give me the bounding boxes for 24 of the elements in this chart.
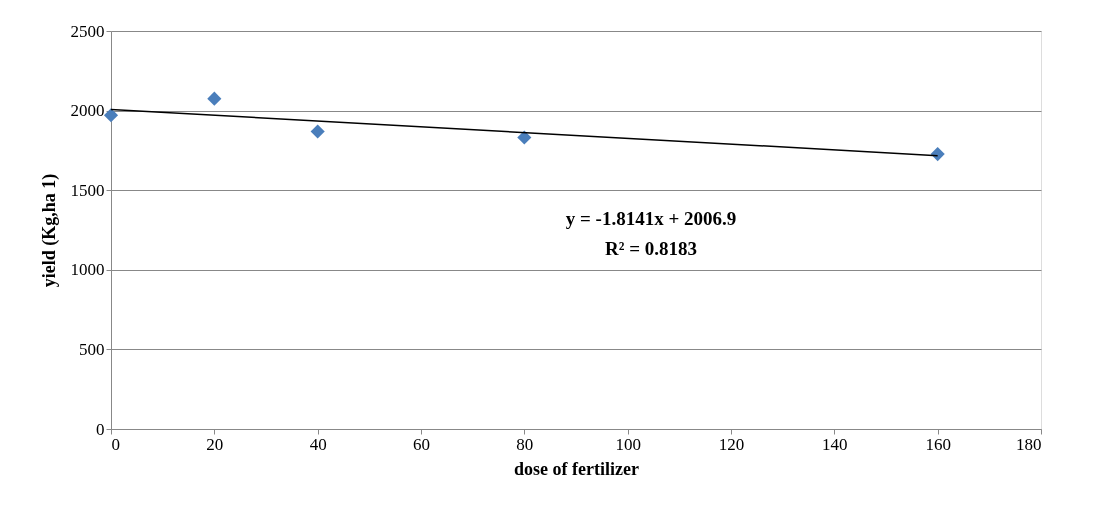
x-tick-label: 20 xyxy=(206,434,224,454)
point xyxy=(517,130,532,145)
x-tick-label: 80 xyxy=(516,434,534,454)
y-tick-label: 0 xyxy=(96,419,105,439)
x-tick-label: 100 xyxy=(615,434,641,454)
point xyxy=(103,108,119,123)
point xyxy=(207,91,222,106)
y-tick-label: 2000 xyxy=(70,101,105,121)
y-tick-label: 2500 xyxy=(70,21,105,41)
x-tick-label: 160 xyxy=(925,434,951,454)
x-tick-label: 60 xyxy=(413,434,430,454)
x-tick-label: 0 xyxy=(111,434,120,454)
x-tick-label: 40 xyxy=(309,434,327,454)
x-tick-label: 140 xyxy=(822,434,848,454)
y-tick-label: 1000 xyxy=(70,260,105,280)
x-tick-label: 180 xyxy=(1016,434,1042,454)
y-tick-label: 1500 xyxy=(70,180,105,200)
x-axis-title: dose of fertilizer xyxy=(514,458,639,479)
annotation: y = -1.8141x + 2006.9 xyxy=(565,208,737,229)
x-tick-label: 120 xyxy=(718,434,745,454)
y-tick-label: 500 xyxy=(79,339,105,359)
annotation: R² = 0.8183 xyxy=(605,238,697,259)
point xyxy=(310,124,325,139)
y-axis-title: yield (Kg,ha 1) xyxy=(38,173,60,288)
